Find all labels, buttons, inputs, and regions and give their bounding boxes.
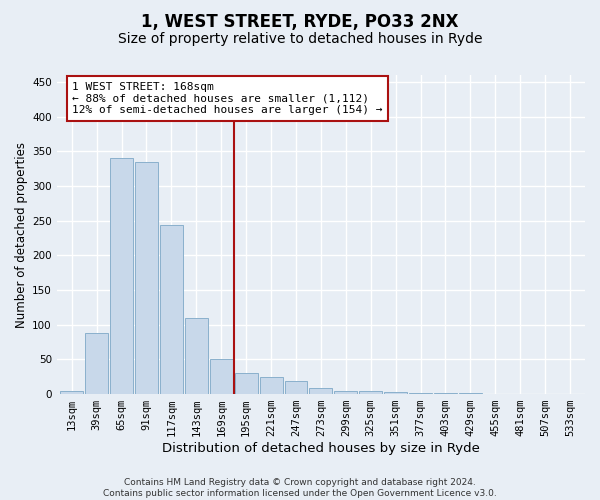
Bar (185, 318, 208, 394)
Text: Contains HM Land Registry data © Crown copyright and database right 2024.
Contai: Contains HM Land Registry data © Crown c… (103, 478, 497, 498)
Bar (260, 376, 283, 394)
Y-axis label: Number of detached properties: Number of detached properties (15, 142, 28, 328)
Bar (60, 390, 83, 394)
Bar (284, 381, 307, 394)
Text: 1 WEST STREET: 168sqm
← 88% of detached houses are smaller (1,112)
12% of semi-d: 1 WEST STREET: 168sqm ← 88% of detached … (72, 82, 383, 115)
Bar (310, 388, 332, 394)
Bar (85, 333, 108, 394)
Bar (160, 225, 183, 394)
Text: Size of property relative to detached houses in Ryde: Size of property relative to detached ho… (118, 32, 482, 46)
Bar (110, 158, 133, 394)
Bar (235, 372, 257, 394)
Bar (210, 360, 233, 394)
Bar (334, 390, 357, 394)
Bar (409, 392, 432, 394)
Bar (359, 392, 382, 394)
Text: 1, WEST STREET, RYDE, PO33 2NX: 1, WEST STREET, RYDE, PO33 2NX (141, 12, 459, 30)
X-axis label: Distribution of detached houses by size in Ryde: Distribution of detached houses by size … (162, 442, 480, 455)
Bar (384, 392, 407, 394)
Bar (135, 162, 158, 394)
